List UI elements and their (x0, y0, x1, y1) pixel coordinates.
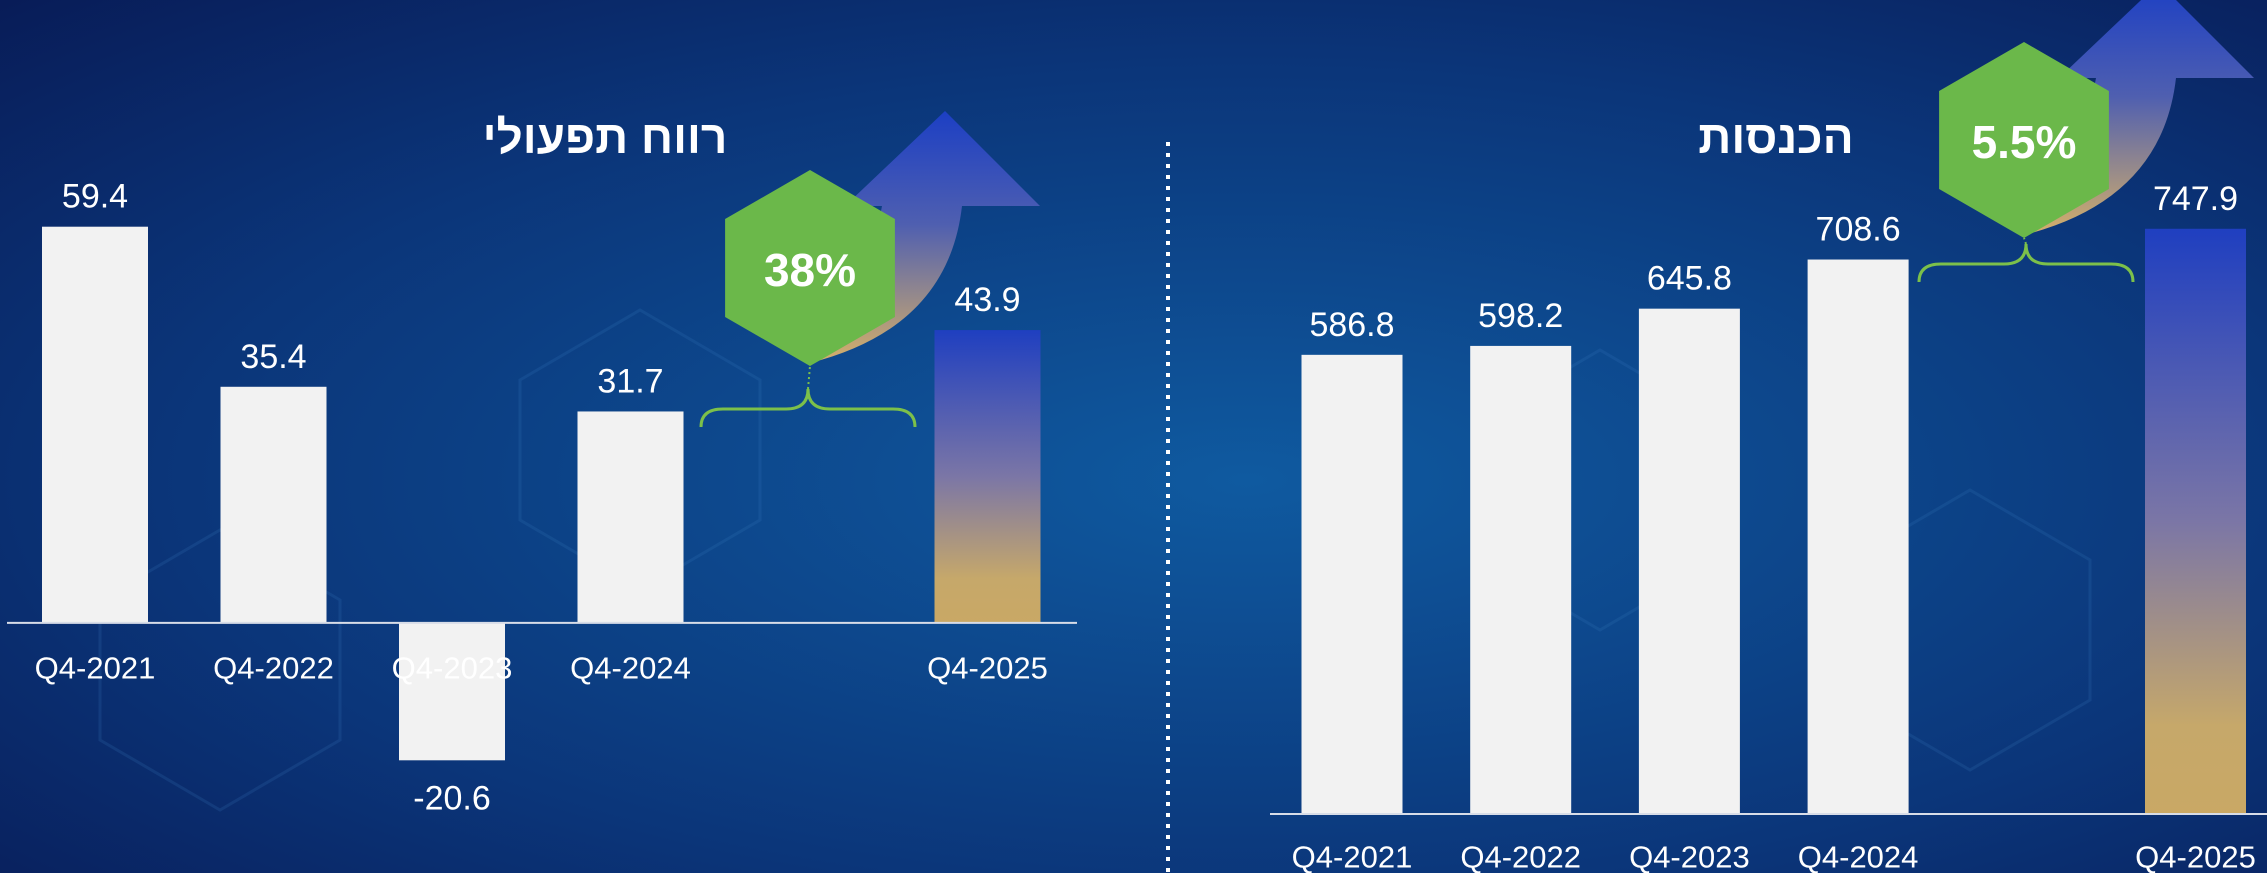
x-tick-label: Q4-2024 (570, 651, 691, 686)
bar (42, 227, 148, 623)
value-label: 645.8 (1647, 260, 1732, 298)
x-tick-label: Q4-2022 (213, 651, 334, 686)
growth-percent: 5.5% (1972, 116, 2077, 168)
bar (1808, 260, 1909, 814)
bar (399, 623, 505, 760)
x-tick-label: Q4-2021 (1292, 840, 1413, 873)
bar (1639, 309, 1740, 814)
bar (221, 387, 327, 623)
value-label: 598.2 (1478, 297, 1563, 335)
value-label: 35.4 (240, 338, 306, 376)
x-tick-label: Q4-2023 (1629, 840, 1750, 873)
slide: רווח תפעולי 59.4 Q4-2021 35.4 Q4-2022 -20.6 Q4… (0, 0, 2267, 873)
x-tick-label: Q4-2025 (927, 651, 1048, 686)
value-label: -20.6 (413, 779, 491, 817)
value-label: 43.9 (954, 281, 1020, 319)
page: {"chart_data": [ {"type": "bar", "title"… (0, 0, 2267, 873)
value-label: 586.8 (1309, 306, 1394, 344)
bar (578, 411, 684, 622)
x-tick-label: Q4-2022 (1460, 840, 1581, 873)
x-tick-label: Q4-2023 (392, 651, 513, 686)
value-label: 59.4 (62, 178, 128, 216)
chart-title: רווח תפעולי (483, 111, 728, 163)
growth-percent: 38% (764, 244, 856, 296)
background (0, 0, 2267, 873)
bar (1302, 355, 1403, 814)
bar (1470, 346, 1571, 814)
value-label: 708.6 (1816, 211, 1901, 249)
value-label: 31.7 (597, 362, 663, 400)
x-tick-label: Q4-2025 (2135, 840, 2256, 873)
value-label: 747.9 (2153, 180, 2238, 218)
chart-title: הכנסות (1698, 111, 1853, 163)
x-tick-label: Q4-2021 (35, 651, 156, 686)
bar (2145, 229, 2246, 814)
x-tick-label: Q4-2024 (1798, 840, 1919, 873)
bar (935, 330, 1041, 623)
